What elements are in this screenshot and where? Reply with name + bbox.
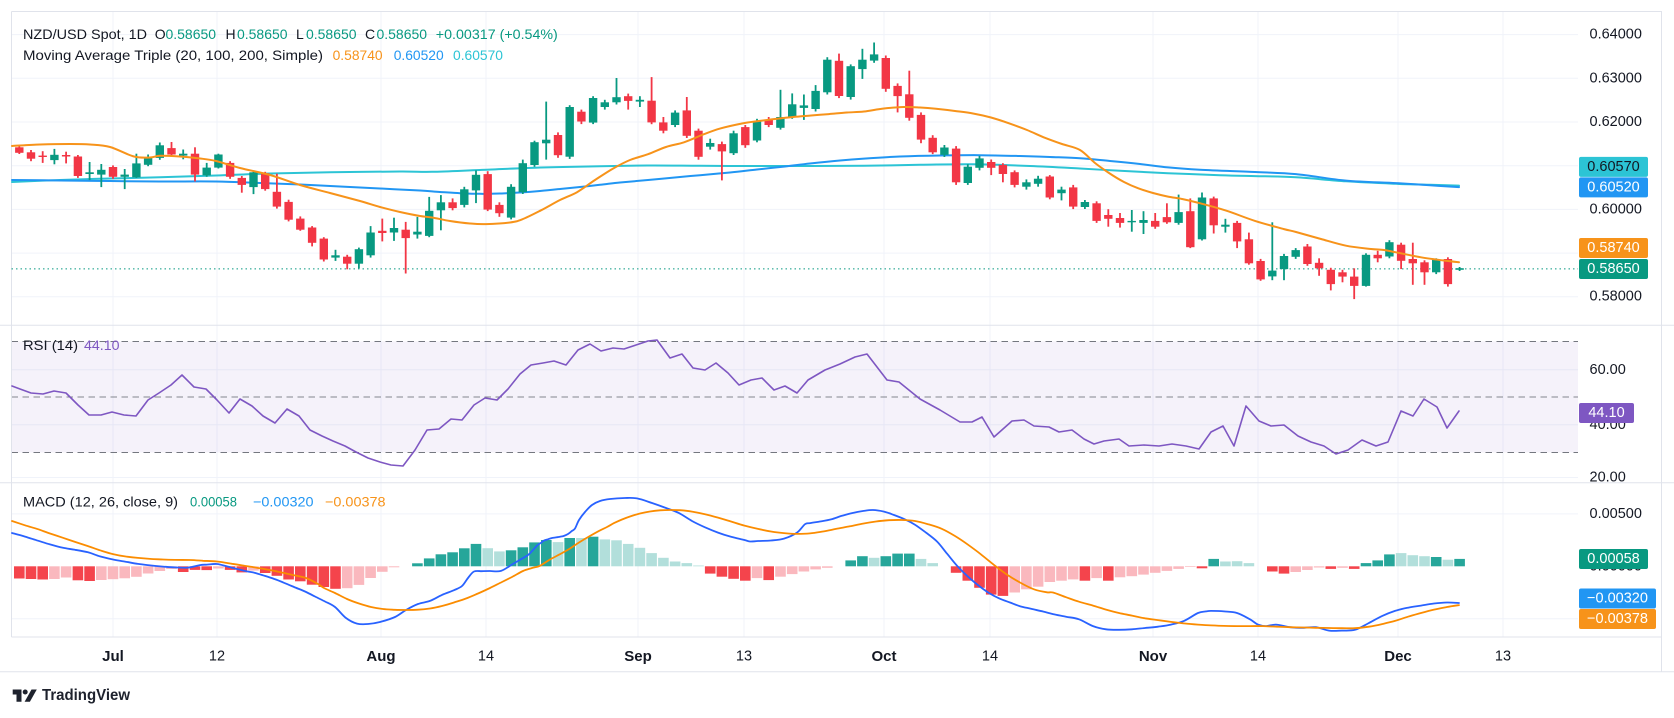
- svg-text:0.58740: 0.58740: [1587, 240, 1639, 256]
- svg-text:13: 13: [1495, 649, 1511, 665]
- svg-text:TradingView: TradingView: [42, 687, 131, 704]
- svg-text:H: H: [226, 26, 236, 42]
- svg-text:14: 14: [982, 649, 998, 665]
- svg-text:Sep: Sep: [624, 648, 652, 665]
- svg-text:−0.00378: −0.00378: [1587, 611, 1648, 627]
- svg-text:0.60000: 0.60000: [1590, 201, 1642, 217]
- svg-text:−0.00320: −0.00320: [253, 494, 314, 510]
- svg-text:NZD/USD Spot, 1D: NZD/USD Spot, 1D: [23, 26, 147, 42]
- svg-text:60.00: 60.00: [1590, 362, 1626, 378]
- svg-text:12: 12: [209, 649, 225, 665]
- svg-text:0.00500: 0.00500: [1590, 506, 1642, 522]
- svg-text:MACD (12, 26, close, 9): MACD (12, 26, close, 9): [23, 494, 178, 510]
- svg-text:0.64000: 0.64000: [1590, 27, 1642, 43]
- svg-text:0.58740: 0.58740: [333, 47, 383, 63]
- svg-text:0.58650: 0.58650: [237, 26, 288, 42]
- svg-text:+0.00317 (+0.54%): +0.00317 (+0.54%): [436, 26, 558, 42]
- svg-text:Nov: Nov: [1139, 648, 1168, 665]
- svg-text:Moving Average Triple (20, 100: Moving Average Triple (20, 100, 200, Sim…: [23, 47, 323, 63]
- svg-text:0.00058: 0.00058: [190, 494, 237, 510]
- svg-text:Aug: Aug: [366, 648, 395, 665]
- svg-text:O: O: [155, 26, 166, 42]
- svg-text:0.60520: 0.60520: [1587, 179, 1639, 195]
- svg-text:0.58650: 0.58650: [306, 26, 357, 42]
- svg-text:13: 13: [736, 649, 752, 665]
- svg-text:0.60570: 0.60570: [1587, 159, 1639, 175]
- svg-text:L: L: [296, 26, 304, 42]
- svg-text:0.60520: 0.60520: [394, 47, 444, 63]
- svg-text:0.63000: 0.63000: [1590, 70, 1642, 86]
- svg-text:RSI (14): RSI (14): [23, 337, 78, 353]
- svg-text:0.60570: 0.60570: [453, 47, 503, 63]
- svg-text:C: C: [365, 26, 375, 42]
- svg-text:−0.00320: −0.00320: [1587, 591, 1648, 607]
- svg-text:14: 14: [1250, 649, 1266, 665]
- svg-text:0.58650: 0.58650: [1587, 261, 1639, 277]
- svg-text:0.58650: 0.58650: [377, 26, 428, 42]
- svg-text:Dec: Dec: [1384, 648, 1412, 665]
- svg-text:Oct: Oct: [871, 648, 896, 665]
- svg-text:0.58650: 0.58650: [166, 26, 217, 42]
- svg-text:44.10: 44.10: [84, 337, 120, 353]
- svg-text:0.62000: 0.62000: [1590, 114, 1642, 130]
- svg-text:14: 14: [478, 649, 494, 665]
- svg-text:20.00: 20.00: [1590, 469, 1626, 485]
- svg-text:0.00058: 0.00058: [1587, 551, 1639, 567]
- svg-text:−0.00378: −0.00378: [325, 494, 386, 510]
- svg-text:44.10: 44.10: [1588, 405, 1624, 421]
- svg-text:Jul: Jul: [102, 648, 124, 665]
- svg-text:0.58000: 0.58000: [1590, 289, 1642, 305]
